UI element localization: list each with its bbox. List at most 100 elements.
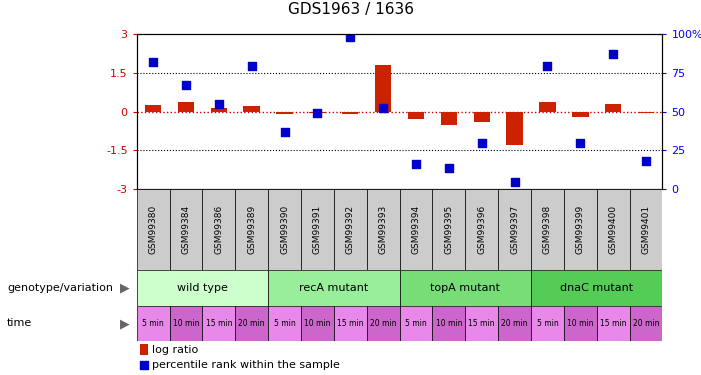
Text: 5 min: 5 min bbox=[536, 319, 558, 328]
Text: GSM99393: GSM99393 bbox=[379, 205, 388, 254]
Bar bbox=[506, 112, 523, 145]
Bar bbox=[572, 112, 589, 117]
Bar bbox=[309, 112, 326, 113]
Point bbox=[312, 110, 323, 116]
Text: GDS1963 / 1636: GDS1963 / 1636 bbox=[287, 2, 414, 17]
Bar bbox=[236, 306, 268, 341]
Text: 5 min: 5 min bbox=[142, 319, 164, 328]
Text: 20 min: 20 min bbox=[501, 319, 528, 328]
Point bbox=[378, 105, 389, 111]
Bar bbox=[137, 306, 170, 341]
Text: 10 min: 10 min bbox=[172, 319, 199, 328]
Bar bbox=[498, 189, 531, 270]
Bar bbox=[170, 306, 203, 341]
Bar bbox=[375, 65, 391, 112]
Text: GSM99399: GSM99399 bbox=[576, 205, 585, 254]
Bar bbox=[243, 106, 260, 112]
Text: GSM99391: GSM99391 bbox=[313, 205, 322, 254]
Point bbox=[641, 158, 652, 164]
Point bbox=[575, 140, 586, 146]
Bar bbox=[268, 306, 301, 341]
Text: topA mutant: topA mutant bbox=[430, 283, 501, 293]
Point bbox=[476, 140, 487, 146]
Text: 15 min: 15 min bbox=[205, 319, 232, 328]
Text: 10 min: 10 min bbox=[304, 319, 331, 328]
Bar bbox=[465, 306, 498, 341]
Bar bbox=[334, 306, 367, 341]
Bar bbox=[178, 102, 194, 112]
Point bbox=[608, 51, 619, 57]
Bar bbox=[276, 112, 293, 114]
Bar bbox=[465, 189, 498, 270]
Bar bbox=[367, 306, 400, 341]
Bar bbox=[137, 270, 268, 306]
Bar bbox=[597, 306, 629, 341]
Text: log ratio: log ratio bbox=[153, 345, 198, 355]
Bar bbox=[203, 306, 236, 341]
Text: time: time bbox=[7, 318, 32, 328]
Bar bbox=[203, 189, 236, 270]
Text: GSM99395: GSM99395 bbox=[444, 205, 454, 254]
Text: GSM99389: GSM99389 bbox=[247, 205, 256, 254]
Text: recA mutant: recA mutant bbox=[299, 283, 369, 293]
Bar bbox=[564, 306, 597, 341]
Bar bbox=[638, 112, 654, 113]
Text: 20 min: 20 min bbox=[633, 319, 659, 328]
Text: GSM99400: GSM99400 bbox=[608, 205, 618, 254]
Point bbox=[147, 59, 158, 65]
Bar bbox=[539, 102, 556, 112]
Point bbox=[542, 63, 553, 69]
Point bbox=[279, 129, 290, 135]
Bar bbox=[433, 189, 465, 270]
Bar bbox=[140, 344, 148, 355]
Bar bbox=[408, 112, 424, 119]
Bar bbox=[564, 189, 597, 270]
Bar bbox=[629, 306, 662, 341]
Text: GSM99384: GSM99384 bbox=[182, 205, 191, 254]
Bar bbox=[334, 189, 367, 270]
Text: GSM99397: GSM99397 bbox=[510, 205, 519, 254]
Bar bbox=[531, 306, 564, 341]
Point bbox=[509, 178, 520, 184]
Point bbox=[180, 82, 191, 88]
Text: 15 min: 15 min bbox=[600, 319, 627, 328]
Bar bbox=[400, 306, 433, 341]
Bar bbox=[531, 189, 564, 270]
Text: GSM99394: GSM99394 bbox=[411, 205, 421, 254]
Bar bbox=[629, 189, 662, 270]
Text: wild type: wild type bbox=[177, 283, 228, 293]
Text: 10 min: 10 min bbox=[435, 319, 462, 328]
Bar bbox=[301, 306, 334, 341]
Text: ▶: ▶ bbox=[120, 281, 130, 294]
Text: 5 min: 5 min bbox=[405, 319, 427, 328]
Text: GSM99401: GSM99401 bbox=[641, 205, 651, 254]
Bar bbox=[605, 104, 621, 112]
Bar bbox=[210, 108, 227, 112]
Point bbox=[443, 165, 454, 171]
Text: 5 min: 5 min bbox=[273, 319, 295, 328]
Bar bbox=[433, 306, 465, 341]
Text: 20 min: 20 min bbox=[370, 319, 396, 328]
Bar bbox=[441, 112, 457, 125]
Bar bbox=[236, 189, 268, 270]
Bar bbox=[400, 270, 531, 306]
Text: dnaC mutant: dnaC mutant bbox=[560, 283, 633, 293]
Bar bbox=[268, 189, 301, 270]
Bar bbox=[342, 112, 358, 114]
Text: 10 min: 10 min bbox=[567, 319, 594, 328]
Bar bbox=[301, 189, 334, 270]
Text: ▶: ▶ bbox=[120, 317, 130, 330]
Text: 15 min: 15 min bbox=[468, 319, 495, 328]
Text: 20 min: 20 min bbox=[238, 319, 265, 328]
Text: 15 min: 15 min bbox=[337, 319, 364, 328]
Text: GSM99392: GSM99392 bbox=[346, 205, 355, 254]
Bar bbox=[531, 270, 662, 306]
Bar bbox=[137, 189, 170, 270]
Point bbox=[410, 162, 421, 168]
Bar bbox=[145, 105, 161, 112]
Bar bbox=[400, 189, 433, 270]
Bar bbox=[597, 189, 629, 270]
Bar bbox=[268, 270, 400, 306]
Point bbox=[345, 34, 356, 40]
Point bbox=[246, 63, 257, 69]
